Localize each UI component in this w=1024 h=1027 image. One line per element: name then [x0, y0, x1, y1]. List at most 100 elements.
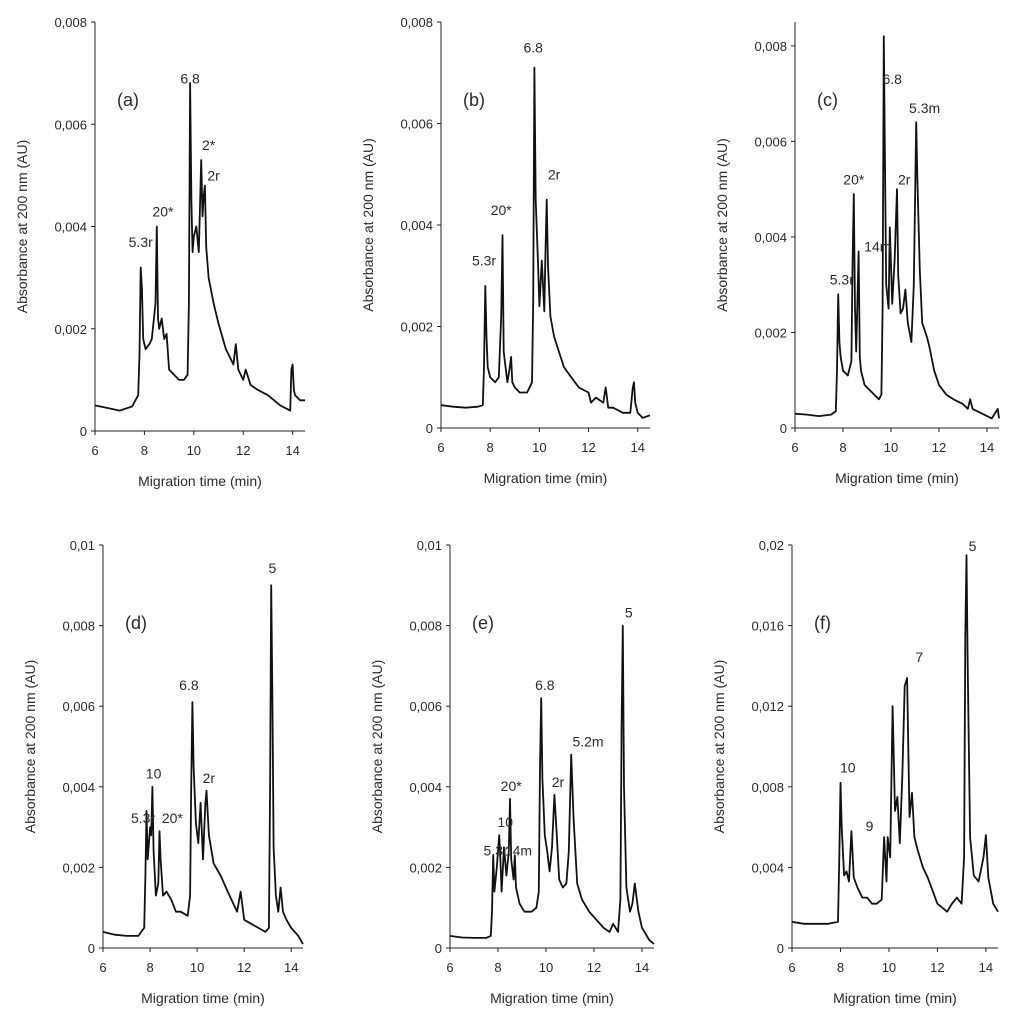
- peak-label-e: 2r: [552, 774, 565, 790]
- y-tick-label-f: 0,02: [759, 538, 784, 553]
- peak-label-d: 5: [269, 560, 277, 576]
- y-tick-label-a: 0,002: [54, 322, 87, 337]
- y-axis-title-a: Absorbance at 200 nm (AU): [14, 140, 30, 314]
- y-tick-label-f: 0,012: [751, 699, 784, 714]
- x-tick-label-c: 14: [980, 440, 994, 455]
- x-tick-label-f: 6: [788, 960, 795, 975]
- peak-label-d: 10: [146, 766, 162, 782]
- peak-label-e: 6.8: [535, 677, 555, 693]
- series-line-e: [449, 624, 655, 945]
- peak-label-c: 6.8: [882, 71, 902, 87]
- series-line-b: [440, 66, 651, 419]
- peak-label-b: 20*: [491, 202, 513, 218]
- peak-label-f: 7: [915, 649, 923, 665]
- peak-label-d: 6.8: [179, 677, 199, 693]
- x-tick-label-b: 6: [437, 440, 444, 455]
- peak-label-f: 10: [840, 760, 856, 776]
- panel-label-c: (c): [817, 90, 838, 110]
- peak-label-e: 5.2m: [572, 734, 603, 750]
- peak-label-d: 20*: [162, 810, 184, 826]
- y-tick-label-a: 0: [80, 424, 87, 439]
- x-tick-label-e: 6: [446, 960, 453, 975]
- y-tick-label-e: 0,002: [409, 860, 442, 875]
- x-tick-label-d: 8: [146, 960, 153, 975]
- chart-panel-a: 6 8 10 12 14 0 0,002 0,004 0,006 0,008 Migration t…: [14, 15, 305, 489]
- y-tick-label-e: 0,004: [409, 780, 442, 795]
- y-axis-title-e: Absorbance at 200 nm (AU): [369, 660, 385, 834]
- x-tick-label-a: 14: [285, 443, 299, 458]
- x-axis-title-d: Migration time (min): [141, 990, 265, 1006]
- x-tick-label-c: 8: [839, 440, 846, 455]
- peak-label-f: 9: [866, 818, 874, 834]
- y-axis-title-d: Absorbance at 200 nm (AU): [22, 660, 38, 834]
- peak-label-b: 5.3r: [472, 253, 496, 269]
- x-axis-title-e: Migration time (min): [490, 990, 614, 1006]
- x-tick-label-c: 10: [884, 440, 898, 455]
- y-tick-label-e: 0,006: [409, 699, 442, 714]
- series-line-f: [791, 554, 999, 925]
- peak-label-a: 6.8: [180, 70, 200, 86]
- y-tick-label-e: 0,008: [409, 619, 442, 634]
- peak-label-c: 14m: [864, 238, 891, 254]
- peak-label-b: 2r: [548, 166, 561, 182]
- chart-panel-b: 6 8 10 12 14 0 0,002 0,004 0,006 0,008 Migration t…: [360, 15, 651, 486]
- chart-panel-e: 6 8 10 12 14 0 0,002 0,004 0,006 0,008 0,01 Migrati…: [369, 538, 655, 1006]
- y-tick-label-c: 0: [780, 421, 787, 436]
- panel-label-b: (b): [463, 90, 485, 110]
- peak-label-e: 14m: [505, 842, 532, 858]
- x-tick-label-b: 10: [532, 440, 546, 455]
- y-tick-label-f: 0,004: [751, 860, 784, 875]
- x-axis-title-b: Migration time (min): [484, 470, 608, 486]
- x-tick-label-e: 10: [539, 960, 553, 975]
- y-tick-label-d: 0,006: [62, 699, 95, 714]
- x-tick-label-b: 12: [581, 440, 595, 455]
- peak-label-e: 10: [497, 814, 513, 830]
- x-tick-label-a: 10: [187, 443, 201, 458]
- x-tick-label-d: 12: [237, 960, 251, 975]
- y-tick-label-c: 0,002: [754, 325, 787, 340]
- chart-panel-f: 6 8 10 12 14 0 0,004 0,008 0,012 0,016 0,02 Migrati…: [711, 538, 999, 1006]
- x-tick-label-e: 12: [587, 960, 601, 975]
- x-tick-label-d: 10: [190, 960, 204, 975]
- x-axis-title-f: Migration time (min): [833, 990, 957, 1006]
- x-tick-label-f: 8: [837, 960, 844, 975]
- x-axis-title-a: Migration time (min): [138, 473, 262, 489]
- peak-label-f: 5: [969, 538, 977, 554]
- y-tick-label-b: 0,004: [400, 218, 433, 233]
- peak-label-e: 20*: [501, 778, 523, 794]
- y-tick-label-a: 0,006: [54, 117, 87, 132]
- series-line-c: [794, 35, 1000, 420]
- y-tick-label-f: 0,016: [751, 619, 784, 634]
- peak-label-b: 6.8: [523, 39, 543, 55]
- peak-label-a: 20*: [152, 203, 174, 219]
- y-tick-label-e: 0: [435, 941, 442, 956]
- peak-label-c: 2r: [898, 171, 911, 187]
- y-tick-label-d: 0,01: [70, 538, 95, 553]
- y-tick-label-d: 0,002: [62, 860, 95, 875]
- peak-label-a: 2r: [207, 167, 220, 183]
- x-tick-label-a: 12: [236, 443, 250, 458]
- y-tick-label-b: 0,002: [400, 320, 433, 335]
- x-tick-label-e: 8: [494, 960, 501, 975]
- panel-label-d: (d): [125, 613, 147, 633]
- peak-label-a: 2*: [202, 137, 216, 153]
- panel-label-f: (f): [814, 613, 831, 633]
- x-tick-label-f: 12: [930, 960, 944, 975]
- y-tick-label-d: 0,008: [62, 619, 95, 634]
- x-tick-label-b: 14: [630, 440, 644, 455]
- x-tick-label-b: 8: [487, 440, 494, 455]
- x-tick-label-d: 14: [284, 960, 298, 975]
- x-tick-label-f: 14: [979, 960, 993, 975]
- x-tick-label-a: 8: [141, 443, 148, 458]
- peak-label-e: 5.3r: [484, 842, 508, 858]
- x-axis-title-c: Migration time (min): [835, 470, 959, 486]
- y-tick-label-a: 0,004: [54, 220, 87, 235]
- panel-label-a: (a): [117, 90, 139, 110]
- y-tick-label-d: 0,004: [62, 780, 95, 795]
- y-tick-label-c: 0,006: [754, 134, 787, 149]
- peak-label-c: 20*: [843, 171, 865, 187]
- y-axis-title-f: Absorbance at 200 nm (AU): [711, 660, 727, 834]
- chart-panel-d: 6 8 10 12 14 0 0,002 0,004 0,006 0,008 0,01 Migrati…: [22, 538, 304, 1006]
- panel-label-e: (e): [472, 613, 494, 633]
